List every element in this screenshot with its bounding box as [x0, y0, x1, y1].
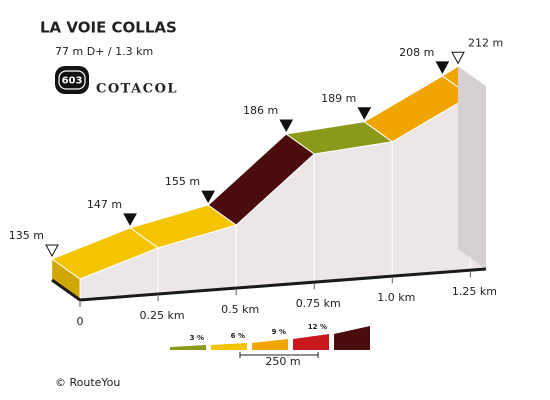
x-tick-label: 1.25 km [452, 285, 497, 298]
footer: © RouteYou [55, 376, 120, 389]
height-marker [357, 107, 372, 120]
legend-swatch [334, 326, 370, 350]
x-tick-label: 0 [77, 315, 84, 328]
x-tick-label: 0.5 km [221, 303, 259, 316]
subtitle: 77 m D+ / 1.3 km [55, 45, 153, 58]
height-marker [45, 244, 59, 258]
front-face [313, 141, 393, 283]
legend-swatch [211, 343, 247, 350]
legend-swatch [293, 334, 329, 350]
height-label: 155 m [165, 175, 200, 188]
height-label: 186 m [243, 104, 278, 117]
height-marker [123, 213, 137, 226]
height-label: 208 m [399, 46, 434, 59]
height-marker [435, 61, 450, 74]
height-label: 189 m [321, 92, 356, 105]
logo-badge [55, 66, 89, 94]
legend-swatch [170, 345, 206, 350]
legend-label: 3 % [190, 334, 204, 342]
legend-swatch [252, 339, 288, 350]
height-label: 212 m [468, 36, 503, 49]
logo-number: 603 [62, 76, 83, 87]
height-marker [201, 190, 215, 204]
logo-text: COTACOL [96, 82, 178, 97]
x-tick-label: 0.75 km [296, 297, 341, 310]
chart-title: LA VOIE COLLAS [40, 19, 177, 37]
x-tick-label: 1.0 km [377, 291, 415, 304]
scale-label: 250 m [265, 355, 300, 368]
right-face-front [472, 76, 486, 269]
legend-label: 12 % [308, 323, 327, 331]
height-marker [451, 51, 465, 65]
logo-ring [58, 70, 86, 90]
x-tick-label: 0.25 km [140, 309, 185, 322]
legend-label: 9 % [272, 328, 286, 336]
height-marker [279, 119, 294, 133]
legend-label: 6 % [231, 332, 245, 340]
base-edge [51, 267, 487, 302]
height-label: 147 m [87, 198, 122, 211]
left-face-shade [52, 259, 80, 300]
height-label: 135 m [9, 229, 44, 242]
